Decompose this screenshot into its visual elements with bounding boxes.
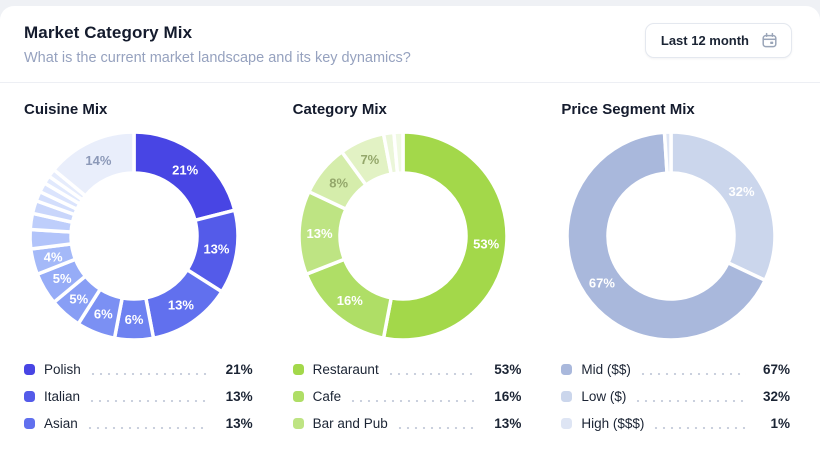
donut-slice[interactable] (52, 130, 136, 198)
date-range-label: Last 12 month (660, 33, 749, 48)
chart-title: Price Segment Mix (561, 101, 695, 118)
header-text: Market Category Mix What is the current … (24, 23, 411, 66)
slice-value-label: 5% (53, 271, 72, 286)
legend-value: 13% (225, 389, 253, 404)
legend-label: Cafe (312, 389, 342, 404)
legend-item: High ($$$) 1% (561, 410, 790, 437)
date-range-button[interactable]: Last 12 month (644, 23, 792, 58)
legend-value: 53% (494, 362, 522, 377)
page-subtitle: What is the current market landscape and… (24, 50, 411, 66)
price-segment-mix-legend: Mid ($$) 67% Low ($) 32% High ($$$) 1% (561, 356, 790, 437)
legend-color-dot (561, 418, 573, 429)
legend-item: Low ($) 32% (561, 383, 790, 410)
slice-value-label: 5% (69, 291, 88, 306)
legend-leader-dots (652, 426, 746, 429)
legend-value: 67% (762, 362, 790, 377)
legend-item: Asian 13% (24, 410, 253, 437)
legend-leader-dots (349, 399, 478, 402)
legend-leader-dots (386, 372, 478, 375)
slice-value-label: 8% (329, 175, 348, 190)
market-category-mix-card: Market Category Mix What is the current … (0, 6, 820, 476)
legend-leader-dots (88, 372, 209, 375)
legend-label: Mid ($$) (581, 362, 631, 377)
slice-value-label: 14% (85, 153, 111, 168)
slice-value-label: 21% (172, 163, 198, 178)
legend-item: Restaraunt 53% (292, 356, 522, 383)
legend-color-dot (24, 418, 35, 429)
legend-item: Mid ($$) 67% (561, 356, 790, 383)
legend-leader-dots (85, 426, 209, 429)
legend-leader-dots (88, 399, 209, 402)
slice-value-label: 13% (168, 298, 194, 313)
chart-section-price-segment-mix: Price Segment Mix 32% 67% Mid ($$) 67% Low … (561, 101, 790, 437)
category-mix-legend: Restaraunt 53% Cafe 16% Bar and Pub 13% (292, 356, 522, 437)
legend-value: 16% (494, 389, 522, 404)
chart-title: Category Mix (292, 101, 387, 118)
legend-label: Low ($) (581, 389, 627, 404)
header-divider (0, 82, 820, 83)
cuisine-mix-legend: Polish 21% Italian 13% Asian 13% (24, 356, 253, 437)
donut-slice[interactable] (381, 130, 509, 342)
chart-title: Cuisine Mix (24, 101, 108, 118)
chart-section-category-mix: Category Mix 53% 16% 13% 8% 7% Restaraunt 53%… (292, 101, 522, 437)
charts-grid: Cuisine Mix 21% 13% 13% 6% 6% 5% 5% 4% 14% Polis… (0, 83, 820, 437)
category-mix-donut-chart: 53% 16% 13% 8% 7% (296, 130, 509, 342)
legend-color-dot (24, 364, 35, 375)
slice-value-label: 6% (94, 306, 113, 321)
card-header: Market Category Mix What is the current … (0, 6, 820, 66)
price-segment-mix-donut-chart: 32% 67% (565, 130, 778, 342)
slice-value-label: 7% (360, 152, 379, 167)
legend-color-dot (561, 391, 573, 402)
slice-value-label: 6% (125, 312, 144, 327)
calendar-icon (761, 32, 778, 49)
legend-leader-dots (634, 399, 746, 402)
slice-value-label: 32% (729, 184, 755, 199)
slice-value-label: 16% (336, 293, 362, 308)
legend-leader-dots (395, 426, 478, 429)
legend-color-dot (561, 364, 573, 375)
legend-leader-dots (638, 372, 746, 375)
page-title: Market Category Mix (24, 23, 193, 42)
legend-label: High ($$$) (581, 416, 645, 431)
legend-item: Cafe 16% (292, 383, 522, 410)
legend-item: Polish 21% (24, 356, 253, 383)
slice-value-label: 53% (473, 237, 499, 252)
slice-value-label: 67% (589, 276, 615, 291)
legend-value: 32% (762, 389, 790, 404)
donut-slice[interactable] (669, 130, 778, 283)
legend-value: 1% (770, 416, 790, 431)
donut-slice[interactable] (663, 130, 674, 175)
legend-item: Italian 13% (24, 383, 253, 410)
donut-slice[interactable] (565, 130, 768, 342)
legend-color-dot (292, 418, 304, 429)
legend-item: Bar and Pub 13% (292, 410, 522, 437)
legend-color-dot (292, 391, 304, 402)
legend-label: Polish (44, 362, 81, 377)
legend-color-dot (24, 391, 35, 402)
legend-value: 13% (225, 416, 253, 431)
legend-label: Bar and Pub (312, 416, 388, 431)
legend-value: 21% (225, 362, 253, 377)
cuisine-mix-donut-chart: 21% 13% 13% 6% 6% 5% 5% 4% 14% (28, 130, 240, 342)
donut-slice[interactable] (391, 130, 405, 175)
slice-value-label: 13% (306, 226, 332, 241)
legend-color-dot (292, 364, 304, 375)
legend-label: Asian (44, 416, 78, 431)
chart-section-cuisine-mix: Cuisine Mix 21% 13% 13% 6% 6% 5% 5% 4% 14% Polis… (24, 101, 253, 437)
legend-label: Italian (44, 389, 81, 404)
legend-label: Restaraunt (312, 362, 379, 377)
slice-value-label: 4% (44, 249, 63, 264)
legend-value: 13% (494, 416, 522, 431)
slice-value-label: 13% (203, 242, 229, 257)
